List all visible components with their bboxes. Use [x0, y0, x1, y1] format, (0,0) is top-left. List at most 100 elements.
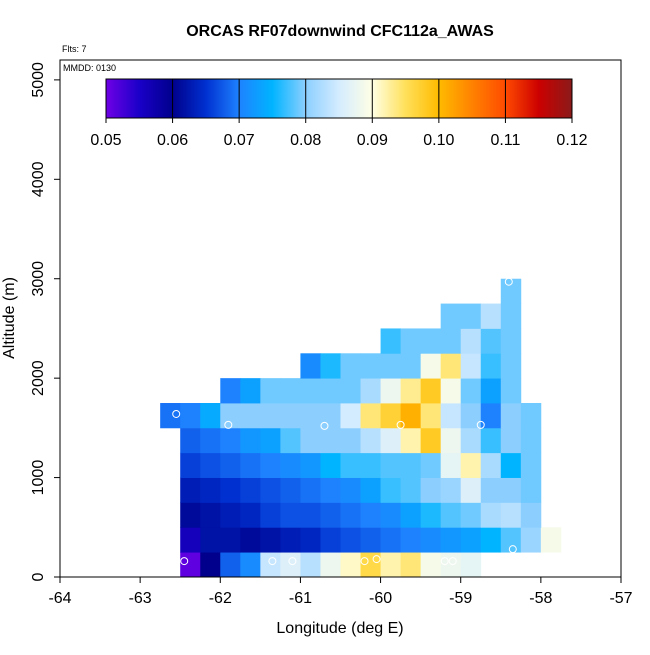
heatmap-cell: [400, 403, 422, 429]
heatmap-cell: [380, 427, 402, 454]
heatmap-cell: [420, 427, 442, 454]
x-tick-label: -64: [48, 590, 71, 607]
heatmap-cell: [400, 502, 422, 528]
heatmap-cell: [460, 353, 482, 379]
flight-point: [172, 409, 181, 418]
heatmap-cell: [180, 452, 201, 478]
heatmap-cell: [520, 477, 542, 503]
heatmap-cell: [380, 527, 402, 553]
flight-point: [372, 555, 381, 564]
heatmap-cell: [460, 427, 482, 454]
x-tick-label: -59: [449, 590, 472, 607]
heatmap-cell: [380, 502, 402, 528]
colorbar-tick-label: 0.08: [290, 132, 321, 149]
heatmap-cell: [340, 378, 361, 404]
flight-point: [504, 277, 513, 286]
heatmap-cell: [200, 527, 221, 553]
y-tick-label: 0: [30, 572, 47, 581]
heatmap-cell: [220, 552, 241, 578]
heatmap-cell: [260, 452, 281, 478]
heatmap-cell: [280, 378, 301, 404]
heatmap-cell: [360, 353, 381, 379]
heatmap-cell: [360, 452, 381, 478]
heatmap-cell: [500, 452, 522, 478]
heatmap-cell: [340, 452, 361, 478]
heatmap-cell: [200, 403, 221, 429]
x-tick-label: -62: [209, 590, 232, 607]
heatmap-cell: [260, 403, 281, 429]
heatmap-cell: [360, 403, 381, 429]
heatmap-cell: [240, 378, 261, 404]
heatmap-cell: [480, 477, 502, 503]
heatmap-cell: [400, 452, 422, 478]
heatmap-cell: [360, 552, 381, 578]
heatmap-cell: [500, 403, 522, 429]
heatmap-cell: [240, 527, 261, 553]
flight-points: [172, 277, 517, 566]
heatmap-cell: [460, 477, 482, 503]
heatmap-cell: [320, 427, 341, 454]
colorbar-tick-label: 0.11: [490, 132, 520, 149]
heatmap-cell: [500, 502, 522, 528]
heatmap-cell: [380, 452, 402, 478]
heatmap-cell: [380, 378, 402, 404]
heatmap-cell: [220, 427, 241, 454]
heatmap-cell: [260, 427, 281, 454]
heatmap-cell: [480, 427, 502, 454]
heatmap-cell: [200, 427, 221, 454]
heatmap-cell: [240, 502, 261, 528]
heatmap-cell: [340, 477, 361, 503]
plot-frame: [59, 59, 622, 578]
heatmap-cell: [300, 527, 321, 553]
heatmap-cell: [400, 427, 422, 454]
heatmap-cell: [480, 452, 502, 478]
heatmap-cell: [340, 403, 361, 429]
flight-point: [320, 421, 329, 430]
heatmap-cell: [440, 378, 462, 404]
heatmap-cell: [180, 502, 201, 528]
heatmap-cell: [300, 427, 321, 454]
x-tick-label: -63: [129, 590, 152, 607]
heatmap-cell: [460, 328, 482, 354]
heatmap-cell: [220, 527, 241, 553]
heatmap-cell: [500, 527, 522, 553]
heatmap-cell: [300, 502, 321, 528]
heatmap-cell: [180, 527, 201, 553]
heatmap-cell: [300, 452, 321, 478]
heatmap-cell: [280, 527, 301, 553]
annotation-date: MMDD: 0130: [63, 63, 116, 73]
heatmap-cell: [300, 353, 321, 379]
heatmap-cell: [540, 527, 562, 553]
heatmap-cell: [200, 502, 221, 528]
heatmap-cell: [520, 452, 542, 478]
heatmap-cell: [460, 452, 482, 478]
heatmap-cell: [400, 527, 422, 553]
heatmap-cell: [380, 477, 402, 503]
heatmap-cell: [500, 328, 522, 354]
heatmap-cell: [500, 353, 522, 379]
heatmap-cell: [300, 552, 321, 578]
heatmap-cell: [280, 452, 301, 478]
heatmap-cell: [240, 403, 261, 429]
heatmap-cell: [360, 527, 381, 553]
heatmap-cell: [520, 403, 542, 429]
heatmap-cell: [280, 427, 301, 454]
colorbar-tick-label: 0.09: [357, 132, 388, 149]
heatmap-cell: [520, 427, 542, 454]
heatmap-cell: [320, 403, 341, 429]
y-axis-label: Altitude (m): [1, 277, 18, 359]
x-tick-label: -61: [289, 590, 312, 607]
heatmap-cell: [420, 452, 442, 478]
heatmap-cell: [340, 427, 361, 454]
heatmap-cell: [500, 303, 522, 329]
heatmap-cell: [500, 278, 522, 304]
heatmap-cell: [380, 328, 402, 354]
heatmap-cell: [420, 328, 442, 354]
y-tick-label: 2000: [30, 360, 47, 396]
heatmap-cell: [320, 378, 341, 404]
heatmap-cell: [340, 353, 361, 379]
heatmap-cell: [380, 403, 402, 429]
heatmap-cell: [300, 477, 321, 503]
heatmap-cell: [500, 427, 522, 454]
